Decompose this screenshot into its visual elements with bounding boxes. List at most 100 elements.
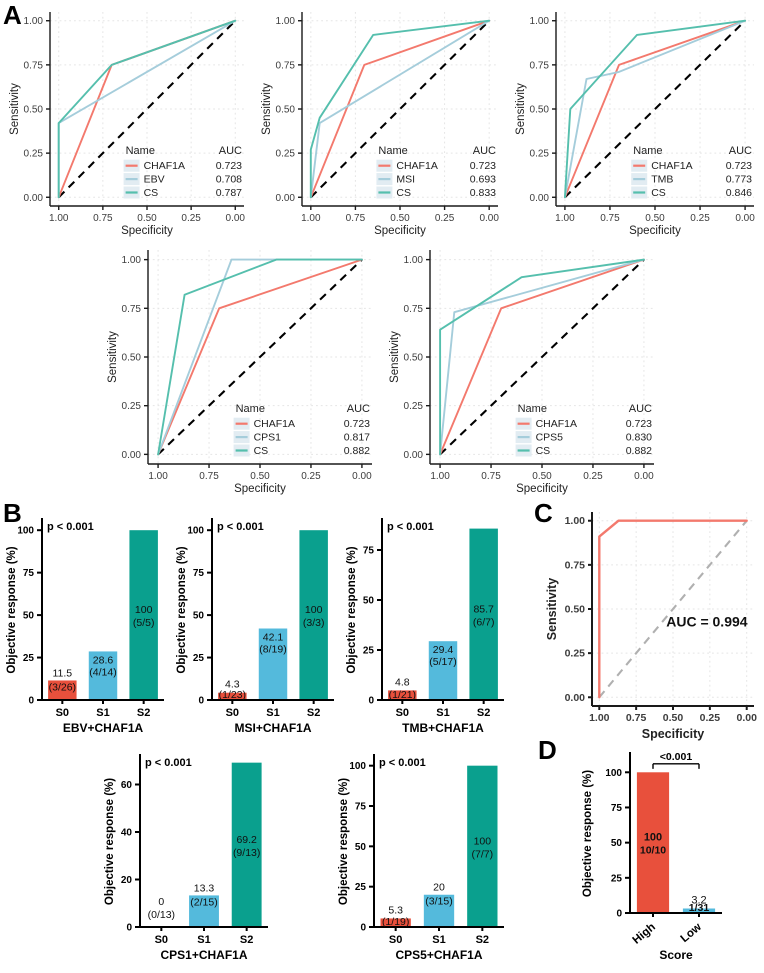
bar-chart-msi-chaf1a: 0 25 50 75 100 4.3 (1/23) 42.1 (8/19) 100 (3/3) p <… (174, 506, 340, 744)
bar-Low (682, 908, 716, 913)
axes: 1.00 0.75 0.50 0.25 0.00 0.00 0.25 0.50 0.75 1.00 (24, 12, 246, 224)
x-category-label: S0 (396, 707, 409, 719)
x-category-label: S2 (307, 707, 320, 719)
x-labels: S0 S1 S2 CPS5+CHAF1A (389, 934, 489, 962)
x-tick-label: 0.25 (690, 213, 710, 224)
bar-fraction-label: (5/5) (133, 617, 155, 629)
y-tick-label: 1.00 (276, 16, 296, 27)
series-CPS5-line (439, 258, 645, 456)
x-tick-label: 0.00 (735, 213, 755, 224)
y-tick-label: 25 (355, 882, 367, 893)
bar-S2 (467, 765, 498, 927)
legend-entry-name: CHAF1A (536, 418, 577, 430)
y-tick-label: 50 (193, 611, 205, 622)
x-axis-title: Specificity (629, 225, 681, 237)
significance-bracket: <0.001 (652, 751, 700, 769)
y-tick-label: 75 (23, 568, 35, 579)
bar-value-label: 85.7 (473, 603, 494, 615)
series-CHAF1A-line (439, 258, 645, 456)
x-category-label: S0 (155, 934, 168, 946)
y-axis-title: Objective response (%) (582, 770, 594, 897)
legend-name-header: Name (518, 403, 547, 415)
gridlines (50, 12, 244, 206)
legend-entry-auc: 0.830 (626, 432, 652, 444)
bar-fraction-label: (9/13) (233, 847, 260, 859)
x-tick-label: 0.25 (435, 213, 455, 224)
y-tick-label: 75 (193, 568, 205, 579)
x-category-label: S0 (389, 934, 402, 946)
bar-S2 (231, 762, 262, 927)
series-MSI-line (309, 19, 491, 199)
y-tick-label: 60 (121, 780, 133, 791)
legend-entry-name: CS (396, 187, 411, 199)
axes: 0 25 50 75 100 (349, 754, 504, 934)
bar-chart-tmb-chaf1a: 0 25 50 75 4.8 (1/21) 29.4 (5/17) 85.7 (6/7) p < 0… (344, 506, 510, 744)
y-tick-label: 0.00 (565, 692, 586, 704)
roc-series (57, 19, 237, 199)
series-CHAF1A-line (157, 258, 363, 456)
legend-name-header: Name (633, 145, 662, 157)
panel-label-c: C (534, 498, 553, 528)
legend-auc-header: AUC (729, 145, 752, 157)
x-tick-label: 0.75 (93, 213, 113, 224)
y-axis-title: Sensitivity (545, 578, 559, 641)
y-tick-label: 100 (187, 526, 204, 537)
y-tick-label: 0.50 (530, 105, 550, 116)
bar-value-label: 0 (158, 896, 164, 908)
y-tick-label: 1.00 (565, 515, 586, 527)
y-tick-label: 0.75 (404, 304, 424, 315)
x-tick-label: 0.75 (600, 213, 620, 224)
legend-entry-name: CHAF1A (144, 160, 185, 172)
bar-fraction-label: (4/14) (89, 666, 116, 678)
panel-label-d: D (538, 735, 557, 765)
axes: 1.00 0.75 0.50 0.25 0.00 0.00 0.25 0.50 0.75 1.00 (276, 12, 499, 224)
bar-S0 (380, 918, 411, 927)
x-labels: S0 S1 S2 TMB+CHAF1A (396, 707, 491, 735)
y-tick-label: 75 (363, 546, 375, 557)
x-tick-label: 0.50 (663, 712, 684, 724)
reference-diagonal (157, 258, 363, 456)
x-tick-label: 0.50 (645, 213, 665, 224)
x-category-label: S0 (56, 707, 69, 719)
y-tick-label: 75 (611, 803, 623, 814)
bar-S0 (388, 690, 417, 700)
y-tick-label: 50 (355, 842, 367, 853)
roc-chart-chaf1a-cps5: 1.00 0.75 0.50 0.25 0.00 0.00 0.25 0.50 0.75 1.00… (386, 242, 662, 496)
x-tick-label: 0.25 (181, 213, 201, 224)
bar-fraction-label: (7/7) (472, 848, 494, 860)
y-tick-label: 0.00 (122, 450, 142, 461)
x-axis-title: TMB+CHAF1A (402, 721, 484, 735)
legend-entry-auc: 0.708 (216, 174, 242, 186)
legend-entry-auc: 0.723 (726, 160, 752, 172)
bars (388, 528, 498, 700)
x-tick-label: 0.00 (226, 213, 246, 224)
x-tick-label: 0.75 (346, 213, 366, 224)
legend: Name AUC CHAF1A 0.723 MSI 0.693 CS 0.833 (376, 145, 496, 199)
gridlines (302, 12, 498, 206)
y-tick-label: 0.25 (530, 149, 550, 160)
bar-labels: 0(0/13) 13.3 (2/15) 69.2(9/13) (148, 834, 261, 921)
axes: 0 25 50 75 (363, 518, 504, 707)
legend-entry-name: CPS5 (536, 432, 564, 444)
axes: 0 25 50 75 100 (605, 752, 722, 920)
series-CS-line (157, 258, 363, 456)
x-labels: S0 S1 S2 CPS1+CHAF1A (155, 934, 254, 962)
legend-entry-name: CS (254, 445, 269, 457)
y-tick-label: 100 (605, 768, 622, 779)
x-tick-label: 0.50 (137, 213, 157, 224)
y-axis-title: Sensitivity (261, 83, 273, 135)
bar-value-label: 4.8 (395, 676, 410, 688)
bar-fraction-label: (1/23) (219, 689, 246, 701)
bar-S0 (218, 692, 247, 700)
y-tick-label: 0.25 (122, 401, 142, 412)
y-tick-label: 25 (23, 653, 35, 664)
y-tick-label: 0.00 (24, 193, 44, 204)
bar-ebv-chaf1a-svg: 025507510011.5(3/26)28.6(4/14)100(5/5)p … (6, 518, 164, 735)
x-tick-label: 0.25 (301, 471, 321, 482)
x-tick-label: 0.00 (736, 712, 757, 724)
series-CS-line (309, 19, 491, 199)
bar-value-label: 28.6 (93, 654, 114, 666)
roc-series (439, 258, 645, 456)
roc-signature-svg: 1.00 0.75 0.50 0.25 0.000.000.250.500.751.00… (545, 512, 757, 741)
